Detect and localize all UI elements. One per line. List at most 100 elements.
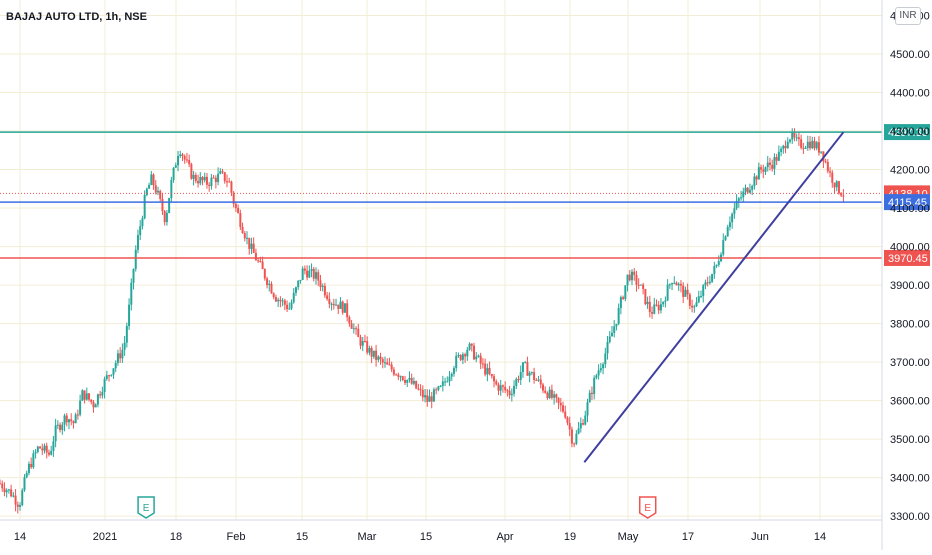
candle-body	[228, 181, 231, 183]
candle-body	[510, 393, 513, 396]
candle-body	[479, 355, 482, 364]
candle-body	[780, 148, 783, 152]
candle-body	[439, 385, 442, 387]
candle-body	[370, 347, 373, 357]
candle-body	[766, 162, 769, 168]
candle-body	[105, 375, 108, 379]
candle-body	[412, 381, 415, 384]
candle-body	[624, 285, 627, 299]
candle-body	[477, 355, 480, 357]
currency-badge[interactable]: INR	[895, 7, 921, 25]
candle-body	[782, 145, 785, 149]
candle-body	[441, 381, 444, 386]
level-tag	[884, 124, 930, 141]
candle-body	[599, 368, 602, 371]
candle-body	[424, 395, 427, 398]
x-tick-label: 14	[814, 531, 826, 543]
candle-body	[793, 132, 796, 138]
candle-body	[428, 396, 431, 402]
candle-body	[355, 328, 358, 330]
candle-body	[170, 179, 173, 198]
candle-body	[30, 463, 33, 468]
candle-body	[722, 240, 725, 255]
candle-body	[76, 414, 79, 416]
candle-body	[771, 164, 774, 169]
candle-body	[381, 359, 384, 363]
candle-body	[715, 264, 718, 267]
candle-body	[303, 268, 306, 271]
candle-body	[664, 300, 667, 302]
candle-body	[201, 176, 204, 181]
candle-body	[56, 424, 59, 426]
candle-body	[148, 184, 151, 189]
candle-body	[835, 181, 838, 188]
x-tick-label: 17	[682, 531, 694, 543]
candle-body	[192, 174, 195, 179]
event-marker[interactable]: E	[137, 496, 155, 519]
candle-body	[800, 139, 803, 148]
candle-body	[755, 176, 758, 180]
candle-body	[657, 305, 660, 311]
candle-body	[524, 362, 527, 364]
candle-body	[829, 171, 832, 173]
candle-body	[593, 377, 596, 394]
candle-body	[537, 379, 540, 381]
x-tick-label: 19	[564, 531, 576, 543]
candle-body	[243, 233, 246, 239]
candle-body	[515, 379, 518, 386]
candle-body	[205, 176, 208, 185]
candle-body	[312, 268, 315, 279]
candle-body	[744, 187, 747, 192]
candle-body	[415, 381, 418, 389]
x-tick-label: 15	[296, 531, 308, 543]
candle-body	[726, 226, 729, 237]
candle-body	[802, 147, 805, 149]
candle-body	[139, 226, 142, 236]
candle-body	[481, 363, 484, 365]
candle-body	[686, 289, 689, 295]
candle-body	[775, 157, 778, 161]
candle-body	[339, 301, 342, 309]
candle-body	[706, 282, 709, 284]
candle-body	[588, 392, 591, 403]
y-tick-label: 3400.00	[890, 473, 930, 485]
candle-body	[306, 270, 309, 278]
trendline[interactable]	[583, 131, 845, 463]
candle-body	[506, 390, 509, 392]
candle-body	[177, 155, 180, 166]
candle-body	[735, 200, 738, 209]
x-tick-label: Apr	[496, 531, 513, 543]
earnings-marker[interactable]: E	[638, 496, 657, 519]
candle-body	[263, 269, 266, 279]
candle-body	[199, 176, 202, 184]
candle-body	[668, 284, 671, 286]
level-tag-label: 4115.45	[888, 197, 927, 209]
candle-body	[666, 284, 669, 301]
candle-body	[317, 272, 320, 281]
candle-body	[493, 376, 496, 382]
candle-body	[301, 268, 304, 280]
candle-body	[88, 393, 91, 400]
candle-body	[343, 303, 346, 313]
candle-body	[573, 443, 576, 445]
candle-body	[346, 303, 349, 318]
candle-body	[92, 402, 95, 408]
candle-body	[163, 211, 166, 223]
currency-label: INR	[899, 10, 917, 21]
candle-body	[655, 304, 658, 306]
candle-body	[219, 171, 222, 174]
candle-body	[586, 402, 589, 416]
candle-body	[21, 490, 24, 506]
candle-body	[174, 165, 177, 168]
y-tick-label: 4200.00	[890, 165, 930, 177]
candle-body	[230, 181, 233, 193]
candle-body	[675, 282, 678, 286]
candle-body	[837, 181, 840, 194]
candle-body	[521, 362, 524, 373]
candle-body	[691, 305, 694, 308]
candle-body	[108, 375, 111, 377]
candle-body	[134, 249, 137, 269]
candle-body	[70, 419, 73, 422]
level-tag-label: 4297.30	[888, 127, 928, 139]
